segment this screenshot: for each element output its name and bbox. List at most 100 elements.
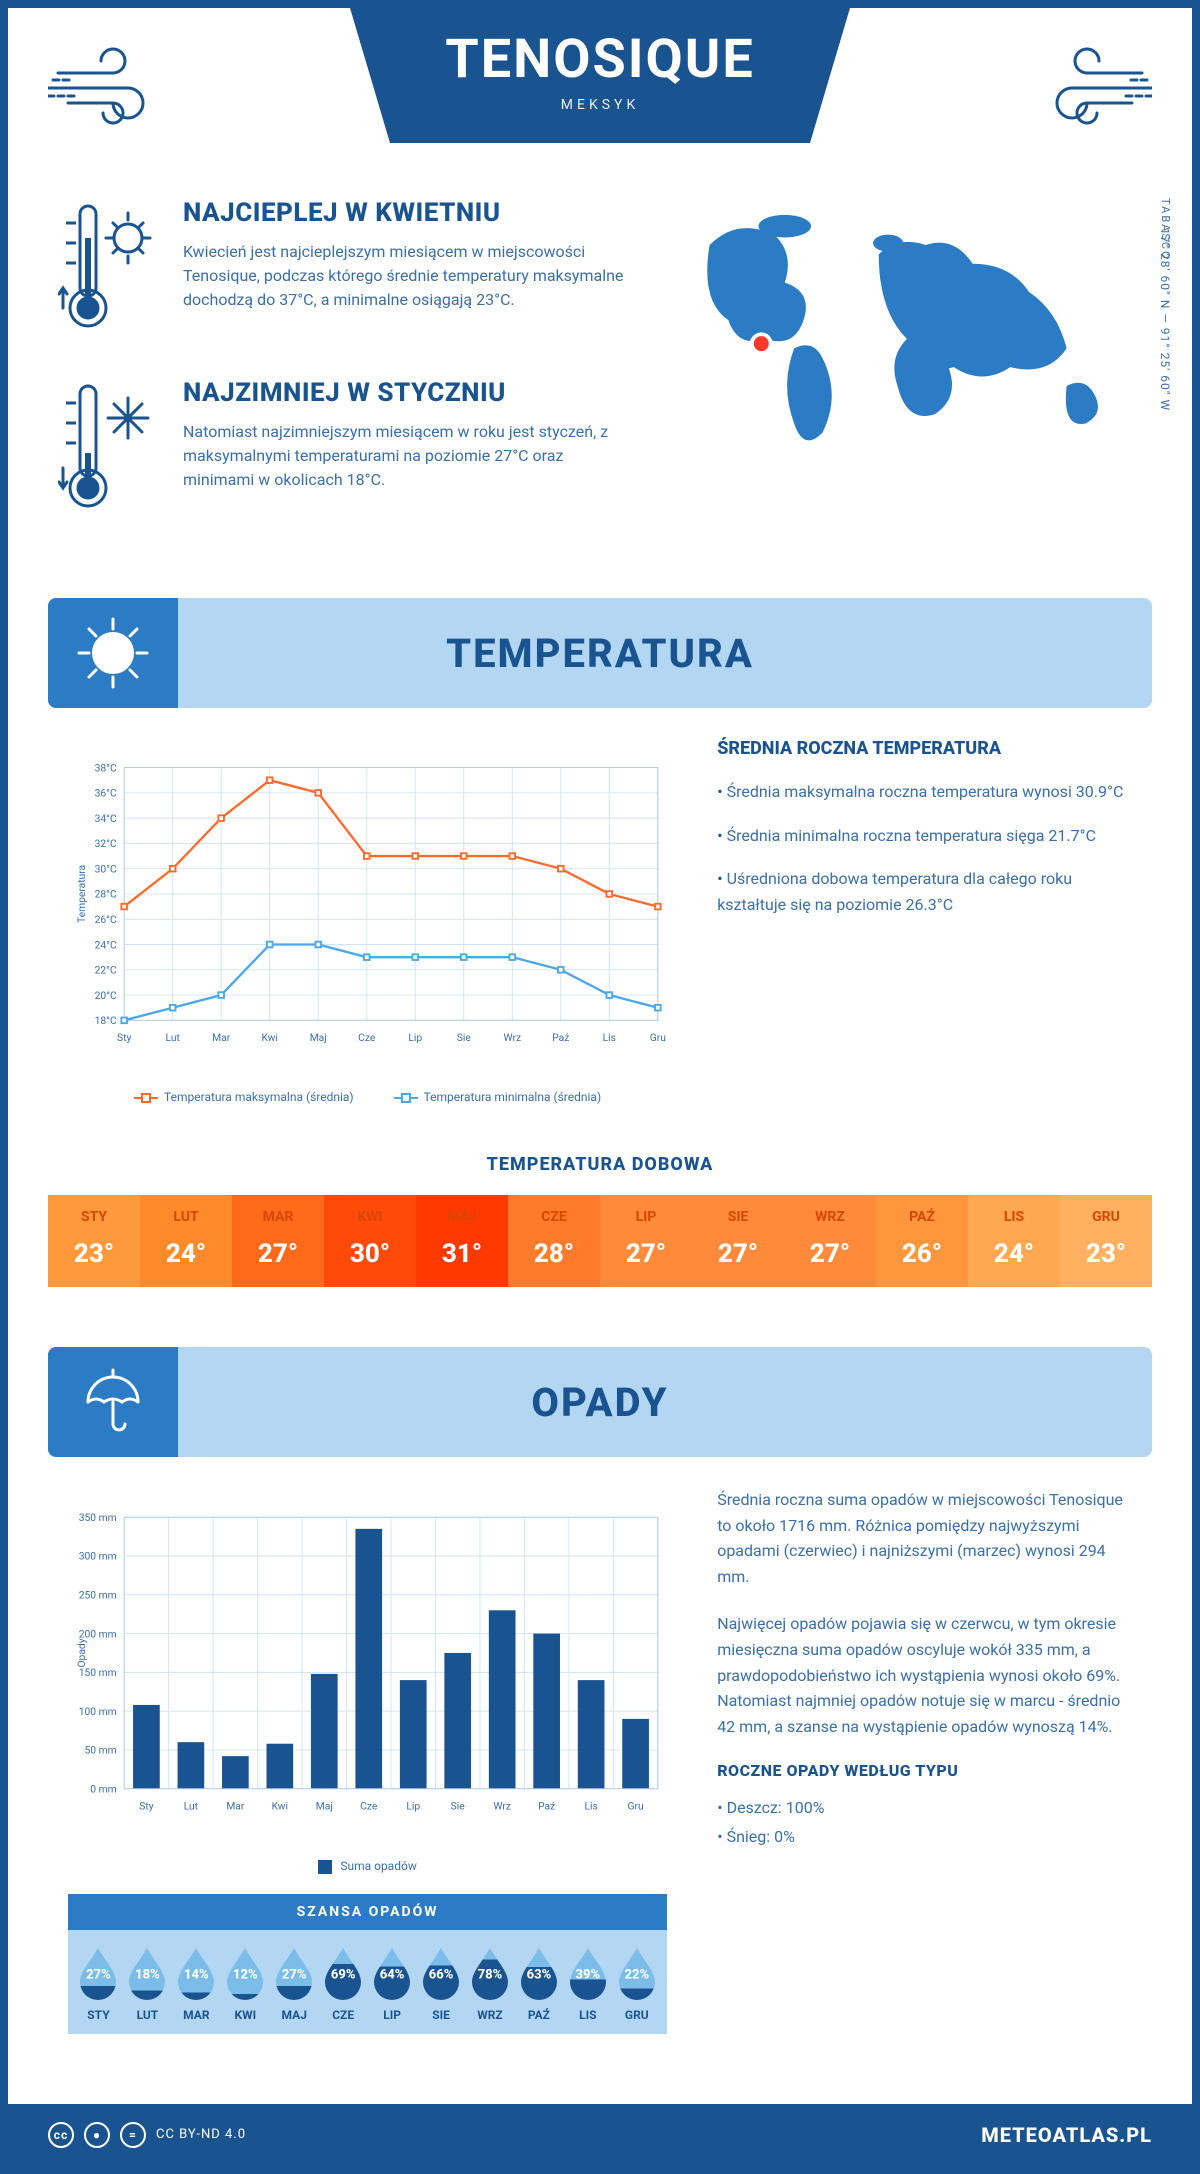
temp-info: ŚREDNIA ROCZNA TEMPERATURA Średnia maksy… bbox=[717, 738, 1132, 1104]
chance-header: SZANSA OPADÓW bbox=[68, 1894, 667, 1930]
sun-icon-box bbox=[48, 598, 178, 708]
svg-text:350 mm: 350 mm bbox=[79, 1511, 117, 1524]
drop-icon: 66% bbox=[419, 1944, 463, 2000]
chance-month: CZE bbox=[319, 2008, 368, 2022]
daily-cell: GRU 23° bbox=[1060, 1195, 1152, 1287]
svg-text:200 mm: 200 mm bbox=[79, 1627, 117, 1640]
daily-month: STY bbox=[48, 1209, 140, 1225]
daily-cell: LIS24° bbox=[968, 1195, 1060, 1287]
rain-para2: Najwięcej opadów pojawia się w czerwcu, … bbox=[717, 1611, 1132, 1739]
svg-text:Sie: Sie bbox=[457, 1031, 472, 1044]
daily-value: 23° bbox=[1086, 1239, 1126, 1269]
chance-month: MAJ bbox=[270, 2008, 319, 2022]
svg-text:38°C: 38°C bbox=[95, 761, 117, 774]
daily-month: GRU bbox=[1060, 1209, 1152, 1225]
temp-row: 18°C20°C22°C24°C26°C28°C30°C32°C34°C36°C… bbox=[8, 738, 1192, 1144]
daily-value: 23° bbox=[74, 1239, 114, 1269]
chance-cell: 66% SIE bbox=[417, 1944, 466, 2022]
chance-pct: 27% bbox=[272, 1967, 316, 1982]
hot-block: NAJCIEPLEJ W KWIETNIU Kwiecień jest najc… bbox=[58, 198, 632, 338]
rain-legend-label: Suma opadów bbox=[340, 1859, 417, 1873]
svg-text:Gru: Gru bbox=[628, 1799, 644, 1812]
footer-site: METEOATLAS.PL bbox=[981, 2123, 1152, 2147]
cc-icon: cc bbox=[48, 2122, 74, 2148]
cold-title: NAJZIMNIEJ W STYCZNIU bbox=[183, 378, 632, 408]
rain-chart-container: 0 mm50 mm100 mm150 mm200 mm250 mm300 mm3… bbox=[68, 1487, 667, 2034]
svg-text:Lip: Lip bbox=[408, 1031, 422, 1044]
chance-pct: 63% bbox=[517, 1967, 561, 1982]
svg-text:0 mm: 0 mm bbox=[90, 1782, 116, 1795]
temp-bullet: Średnia maksymalna roczna temperatura wy… bbox=[717, 779, 1132, 805]
daily-month: CZE bbox=[508, 1209, 600, 1225]
chance-cell: 64% LIP bbox=[368, 1944, 417, 2022]
daily-temp-table: STY23°LUT24°MAR27°KWI30°MAJ31°CZE28°LIP2… bbox=[48, 1195, 1152, 1287]
daily-cell: PAŹ26° bbox=[876, 1195, 968, 1287]
daily-value: 24° bbox=[994, 1239, 1034, 1269]
drop-icon: 22% bbox=[615, 1944, 659, 2000]
rain-legend: Suma opadów bbox=[68, 1859, 667, 1874]
chance-month: SIE bbox=[417, 2008, 466, 2022]
svg-text:Lip: Lip bbox=[406, 1799, 420, 1812]
header: TENOSIQUE MEKSYK bbox=[8, 8, 1192, 198]
rain-types: Deszcz: 100%Śnieg: 0% bbox=[717, 1794, 1132, 1852]
svg-text:28°C: 28°C bbox=[95, 888, 117, 901]
daily-month: WRZ bbox=[784, 1209, 876, 1225]
hot-title: NAJCIEPLEJ W KWIETNIU bbox=[183, 198, 632, 228]
rain-type-title: ROCZNE OPADY WEDŁUG TYPU bbox=[717, 1761, 1132, 1780]
location-marker bbox=[752, 334, 771, 353]
chance-month: PAŹ bbox=[514, 2008, 563, 2022]
chance-month: LIS bbox=[563, 2008, 612, 2022]
chance-month: GRU bbox=[612, 2008, 661, 2022]
svg-text:30°C: 30°C bbox=[95, 862, 117, 875]
daily-cell: MAR27° bbox=[232, 1195, 324, 1287]
rain-info: Średnia roczna suma opadów w miejscowośc… bbox=[717, 1487, 1132, 2034]
chance-month: STY bbox=[74, 2008, 123, 2022]
svg-text:Maj: Maj bbox=[316, 1799, 333, 1812]
coords-label: 17° 28' 60" N — 91° 25' 60" W bbox=[1158, 228, 1172, 411]
temp-bullet: Średnia minimalna roczna temperatura się… bbox=[717, 823, 1132, 849]
chance-pct: 12% bbox=[223, 1967, 267, 1982]
sun-icon bbox=[73, 613, 153, 693]
world-map bbox=[672, 198, 1142, 461]
rain-type: Deszcz: 100% bbox=[717, 1794, 1132, 1823]
chance-month: WRZ bbox=[466, 2008, 515, 2022]
daily-value: 27° bbox=[718, 1239, 758, 1269]
svg-text:32°C: 32°C bbox=[95, 837, 117, 850]
svg-text:Mar: Mar bbox=[226, 1799, 245, 1812]
temperature-line-chart: 18°C20°C22°C24°C26°C28°C30°C32°C34°C36°C… bbox=[68, 738, 667, 1078]
svg-text:Temperatura: Temperatura bbox=[75, 864, 88, 923]
page-subtitle: MEKSYK bbox=[430, 97, 770, 113]
svg-text:Wrz: Wrz bbox=[503, 1031, 521, 1044]
legend-max: Temperatura maksymalna (średnia) bbox=[164, 1090, 354, 1104]
svg-text:Paź: Paź bbox=[552, 1031, 569, 1044]
temp-legend: Temperatura maksymalna (średnia) Tempera… bbox=[68, 1090, 667, 1104]
daily-month: MAR bbox=[232, 1209, 324, 1225]
hot-text: Kwiecień jest najcieplejszym miesiącem w… bbox=[183, 240, 632, 312]
chance-cell: 27% STY bbox=[74, 1944, 123, 2022]
chance-cell: 12% KWI bbox=[221, 1944, 270, 2022]
daily-month: LIP bbox=[600, 1209, 692, 1225]
by-icon: ● bbox=[84, 2122, 110, 2148]
chance-month: MAR bbox=[172, 2008, 221, 2022]
daily-cell: CZE28° bbox=[508, 1195, 600, 1287]
thermometer-cold-icon bbox=[58, 378, 158, 518]
nd-icon: = bbox=[120, 2122, 146, 2148]
svg-text:300 mm: 300 mm bbox=[79, 1550, 117, 1563]
svg-text:Gru: Gru bbox=[650, 1031, 666, 1044]
svg-text:Maj: Maj bbox=[310, 1031, 327, 1044]
chance-pct: 69% bbox=[321, 1967, 365, 1982]
svg-text:Sie: Sie bbox=[451, 1799, 466, 1812]
intro-row: NAJCIEPLEJ W KWIETNIU Kwiecień jest najc… bbox=[8, 198, 1192, 598]
svg-text:26°C: 26°C bbox=[95, 913, 117, 926]
cold-block: NAJZIMNIEJ W STYCZNIU Natomiast najzimni… bbox=[58, 378, 632, 518]
daily-value: 27° bbox=[626, 1239, 666, 1269]
chance-cell: 63% PAŹ bbox=[514, 1944, 563, 2022]
svg-text:Lut: Lut bbox=[166, 1031, 180, 1044]
rain-row: 0 mm50 mm100 mm150 mm200 mm250 mm300 mm3… bbox=[8, 1487, 1192, 2064]
rain-section-header: OPADY bbox=[48, 1347, 1152, 1457]
temp-chart-container: 18°C20°C22°C24°C26°C28°C30°C32°C34°C36°C… bbox=[68, 738, 667, 1104]
daily-month: KWI bbox=[324, 1209, 416, 1225]
svg-text:250 mm: 250 mm bbox=[79, 1589, 117, 1602]
drop-icon: 64% bbox=[370, 1944, 414, 2000]
page-title: TENOSIQUE bbox=[430, 28, 770, 91]
